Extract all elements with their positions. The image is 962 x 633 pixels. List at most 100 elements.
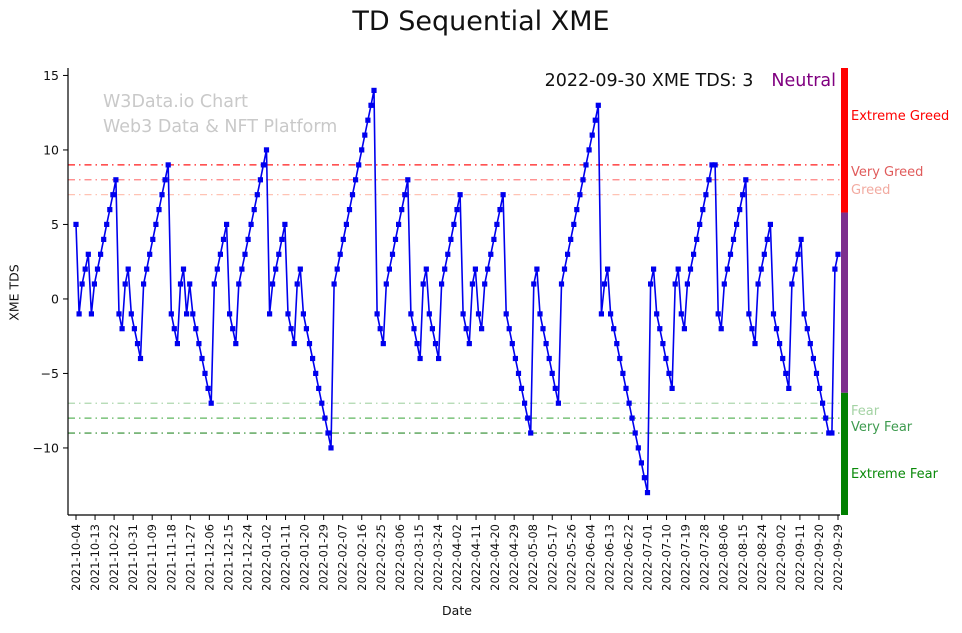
data-point-marker: [101, 236, 107, 242]
x-tick-label: 2022-03-24: [431, 524, 445, 591]
data-point-marker: [663, 355, 669, 362]
data-point-marker: [780, 355, 786, 362]
data-point-marker: [740, 192, 746, 198]
data-point-marker: [801, 311, 807, 317]
data-point-marker: [632, 430, 638, 436]
data-point-marker: [454, 207, 460, 213]
data-point-marker: [721, 281, 727, 287]
data-point-marker: [436, 355, 442, 362]
data-point-marker: [491, 236, 497, 242]
data-point-marker: [340, 236, 346, 242]
data-point-marker: [85, 251, 91, 257]
data-point-marker: [190, 311, 196, 317]
data-point-marker: [798, 236, 804, 242]
data-point-marker: [220, 236, 227, 242]
latest-value-text: 2022-09-30 XME TDS: 3: [544, 71, 754, 91]
latest-value-annotation: 2022-09-30 XME TDS: 3 Neutral: [0, 71, 836, 91]
x-tick-label: 2022-01-29: [317, 524, 331, 591]
data-point-marker: [568, 236, 574, 242]
data-point-marker: [608, 311, 614, 317]
data-point-marker: [509, 341, 515, 347]
x-tick-label: 2022-08-24: [755, 524, 769, 591]
sentiment-bar-greed-zone: [841, 68, 848, 213]
data-point-marker: [131, 326, 137, 332]
x-tick-label: 2021-10-31: [126, 524, 140, 591]
data-point-marker: [743, 177, 749, 183]
data-point-marker: [534, 266, 540, 272]
data-point-marker: [635, 445, 641, 451]
data-point-marker: [700, 207, 706, 213]
data-point-marker: [260, 162, 266, 168]
data-point-marker: [88, 311, 94, 317]
data-point-marker: [171, 326, 177, 332]
zone-label: Very Greed: [851, 165, 923, 180]
data-point-marker: [540, 326, 546, 332]
data-point-marker: [91, 281, 97, 287]
data-point-marker: [651, 266, 657, 272]
data-point-marker: [356, 162, 362, 168]
data-point-marker: [644, 490, 651, 496]
data-point-marker: [681, 326, 687, 332]
data-point-marker: [626, 400, 632, 406]
x-tick-label: 2021-10-04: [69, 524, 83, 591]
data-point-marker: [672, 281, 678, 287]
chart-title: TD Sequential XME: [352, 6, 610, 37]
data-point-marker: [325, 430, 331, 436]
data-point-marker: [196, 341, 202, 347]
watermark-line2: Web3 Data & NFT Platform: [103, 117, 338, 138]
data-point-marker: [767, 221, 773, 227]
data-point-marker: [159, 192, 165, 198]
tds-series-line: [75, 90, 839, 493]
data-point-marker: [230, 326, 236, 332]
data-point-marker: [426, 311, 432, 317]
data-point-marker: [580, 177, 586, 183]
data-point-marker: [706, 177, 712, 183]
x-tick-label: 2021-12-15: [221, 524, 235, 591]
data-point-marker: [773, 326, 780, 332]
data-point-marker: [518, 385, 525, 391]
x-tick-label: 2022-06-13: [602, 524, 616, 591]
data-point-marker: [162, 177, 168, 183]
data-point-marker: [485, 266, 491, 272]
data-point-marker: [328, 445, 334, 451]
data-point-marker: [122, 281, 128, 287]
data-point-marker: [273, 266, 279, 272]
data-point-marker: [282, 221, 288, 227]
data-point-marker: [285, 311, 291, 317]
x-tick-label: 2022-07-19: [679, 524, 693, 591]
data-point-marker: [319, 400, 325, 406]
data-point-marker: [577, 192, 583, 198]
sentiment-bar-neutral-zone: [841, 212, 848, 393]
data-point-marker: [73, 221, 79, 227]
data-point-marker: [399, 207, 405, 213]
data-point-marker: [598, 311, 604, 317]
x-tick-label: 2021-11-09: [145, 524, 159, 591]
data-point-marker: [804, 326, 810, 332]
data-point-marker: [445, 251, 451, 257]
data-point-marker: [595, 102, 601, 108]
x-tick-label: 2021-11-27: [183, 524, 197, 591]
sentiment-label: Neutral: [771, 71, 836, 91]
data-point-marker: [503, 311, 509, 317]
data-point-marker: [737, 207, 743, 213]
data-point-marker: [466, 341, 472, 347]
data-point-marker: [153, 221, 159, 227]
data-point-marker: [371, 87, 377, 93]
data-point-marker: [712, 162, 718, 168]
data-point-marker: [786, 385, 792, 391]
sentiment-bar-fear-zone: [841, 392, 848, 515]
data-point-marker: [165, 162, 171, 168]
x-tick-label: 2022-05-08: [526, 524, 540, 591]
watermark: W3Data.io Chart Web3 Data & NFT Platform: [103, 90, 337, 141]
data-point-marker: [813, 370, 820, 376]
data-point-marker: [777, 341, 783, 347]
data-point-marker: [558, 281, 565, 287]
data-point-marker: [691, 251, 697, 257]
data-point-marker: [337, 251, 343, 257]
data-point-marker: [346, 207, 353, 213]
x-tick-label: 2022-04-11: [469, 524, 483, 591]
x-tick-label: 2022-07-28: [698, 524, 712, 591]
data-point-marker: [666, 370, 672, 376]
data-point-marker: [678, 311, 684, 317]
